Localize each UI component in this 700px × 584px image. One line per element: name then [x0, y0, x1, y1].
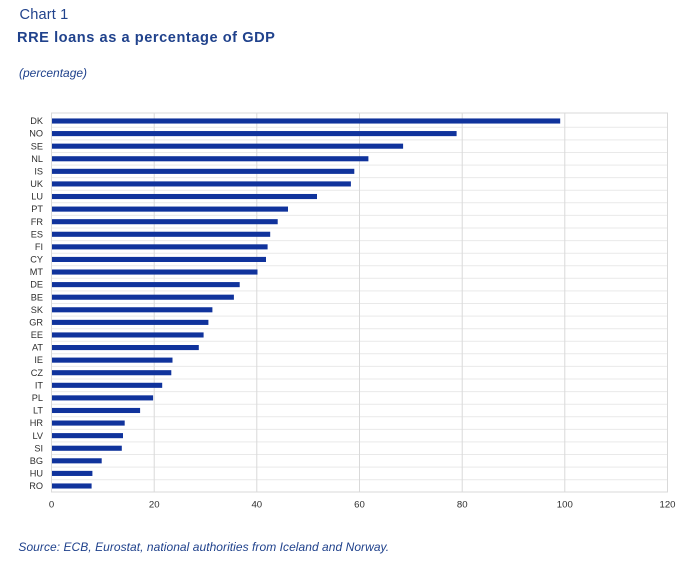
- svg-text:LT: LT: [33, 406, 43, 416]
- svg-text:LU: LU: [31, 192, 43, 202]
- svg-text:IS: IS: [34, 166, 43, 176]
- svg-text:AT: AT: [32, 343, 43, 353]
- svg-text:40: 40: [251, 500, 262, 511]
- svg-text:60: 60: [354, 500, 365, 511]
- svg-text:20: 20: [149, 500, 160, 511]
- svg-text:80: 80: [457, 500, 468, 511]
- svg-text:SI: SI: [34, 443, 43, 453]
- svg-text:LV: LV: [32, 431, 43, 441]
- svg-text:HU: HU: [30, 469, 43, 479]
- svg-text:CZ: CZ: [31, 368, 44, 378]
- svg-text:IE: IE: [34, 355, 43, 365]
- svg-text:MT: MT: [30, 267, 44, 277]
- svg-text:SE: SE: [31, 141, 43, 151]
- svg-text:CY: CY: [30, 255, 43, 265]
- svg-text:UK: UK: [30, 179, 44, 189]
- svg-text:ES: ES: [31, 229, 43, 239]
- svg-text:GR: GR: [29, 317, 43, 327]
- svg-text:100: 100: [557, 500, 573, 511]
- svg-text:FR: FR: [31, 217, 44, 227]
- svg-text:BE: BE: [31, 292, 43, 302]
- svg-text:FI: FI: [35, 242, 43, 252]
- svg-text:SK: SK: [31, 305, 44, 315]
- svg-text:PT: PT: [31, 204, 43, 214]
- svg-text:BG: BG: [30, 456, 43, 466]
- svg-text:RO: RO: [29, 481, 43, 491]
- svg-text:IT: IT: [35, 380, 44, 390]
- svg-text:NL: NL: [31, 154, 43, 164]
- svg-text:NO: NO: [29, 129, 43, 139]
- svg-text:EE: EE: [31, 330, 43, 340]
- svg-text:120: 120: [659, 500, 675, 511]
- svg-text:PL: PL: [32, 393, 43, 403]
- svg-text:DE: DE: [30, 280, 43, 290]
- svg-text:HR: HR: [30, 418, 44, 428]
- svg-text:DK: DK: [30, 116, 44, 126]
- svg-text:0: 0: [49, 500, 54, 511]
